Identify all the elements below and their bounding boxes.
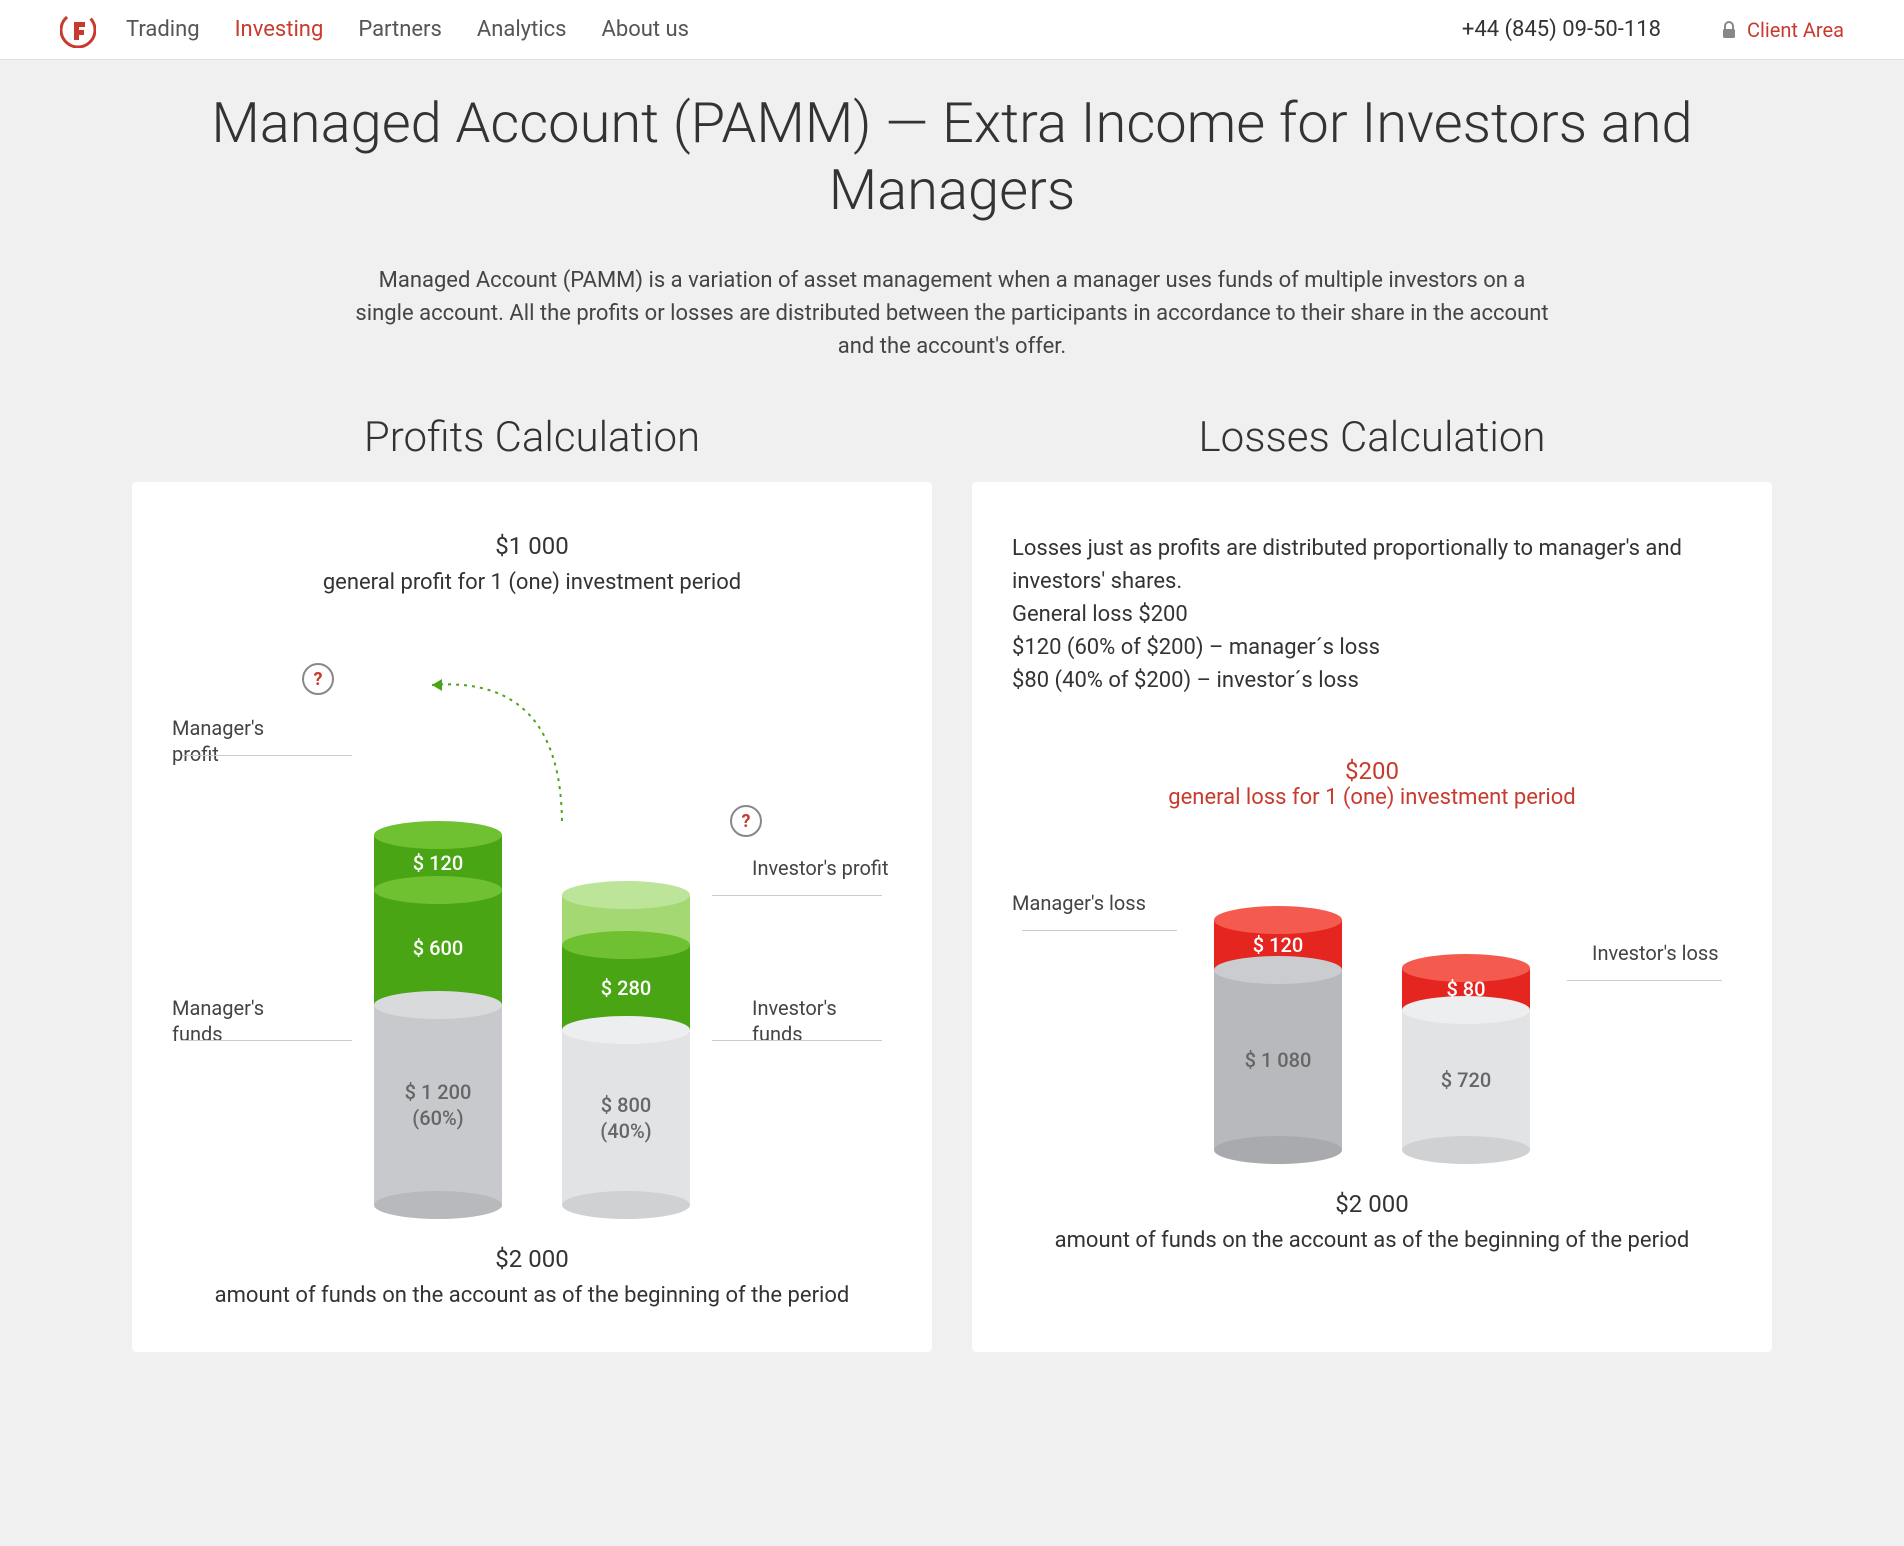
nav-about[interactable]: About us — [602, 17, 690, 42]
cylinder-segment-label: $ 120 — [413, 850, 463, 876]
main-nav: Trading Investing Partners Analytics Abo… — [126, 17, 1462, 42]
help-icon[interactable]: ? — [302, 663, 334, 695]
intro-text: Managed Account (PAMM) is a variation of… — [352, 264, 1552, 363]
manager-profit-label: Manager's profit — [172, 715, 312, 767]
losses-heading: Losses Calculation — [972, 413, 1772, 462]
cylinder-segment-label: $ 80 — [1446, 976, 1485, 1002]
investor-profit-label: Investor's profit — [752, 855, 892, 881]
losses-top-caption: general loss for 1 (one) investment peri… — [1012, 785, 1732, 810]
client-area-link[interactable]: Client Area — [1721, 18, 1844, 42]
profits-bottom-value: $2 000 — [172, 1245, 892, 1273]
profits-bottom-caption: amount of funds on the account as of the… — [212, 1281, 852, 1312]
profits-top-caption: general profit for 1 (one) investment pe… — [172, 570, 892, 595]
cylinder-segment-label: $ 280 — [601, 975, 651, 1001]
cylinder-segment-label: $ 800(40%) — [600, 1092, 651, 1144]
losses-bottom-caption: amount of funds on the account as of the… — [1052, 1226, 1692, 1257]
losses-top-value: $200 — [1012, 757, 1732, 785]
client-area-label: Client Area — [1747, 18, 1844, 42]
logo-icon — [60, 12, 96, 48]
content: Managed Account (PAMM) — Extra Income fo… — [72, 60, 1832, 1382]
cylinder-segment-label: $ 1 200(60%) — [405, 1079, 472, 1131]
nav-investing[interactable]: Investing — [235, 17, 324, 42]
losses-bottom-value: $2 000 — [1012, 1190, 1732, 1218]
help-icon[interactable]: ? — [730, 805, 762, 837]
lock-icon — [1721, 21, 1737, 39]
losses-investor-cylinder: $ 80 $ 720 — [1402, 968, 1530, 1150]
profits-card: $1 000 general profit for 1 (one) invest… — [132, 482, 932, 1352]
profits-top-value: $1 000 — [172, 532, 892, 560]
header: Trading Investing Partners Analytics Abo… — [0, 0, 1904, 60]
losses-manager-cylinder: $ 120 $ 1 080 — [1214, 920, 1342, 1150]
page-title: Managed Account (PAMM) — Extra Income fo… — [132, 90, 1772, 224]
cylinder-segment-label: $ 1 080 — [1245, 1047, 1312, 1073]
profits-diagram: ? ? Manager's profit Manager's funds Inv… — [172, 645, 892, 1205]
investor-loss-label: Investor's loss — [1592, 940, 1732, 966]
profits-investor-cylinder: $ 280 $ 800(40%) — [562, 895, 690, 1205]
cylinder-segment-label: $ 720 — [1441, 1067, 1491, 1093]
profits-manager-cylinder: $ 120 $ 600 $ 1 200(60%) — [374, 835, 502, 1205]
losses-card: Losses just as profits are distributed p… — [972, 482, 1772, 1352]
cylinder-segment-label: $ 120 — [1253, 932, 1303, 958]
losses-diagram: Manager's loss Investor's loss $ 120 $ 1 … — [1012, 870, 1732, 1150]
cylinder-segment-label: $ 600 — [413, 935, 463, 961]
profits-heading: Profits Calculation — [132, 413, 932, 462]
nav-partners[interactable]: Partners — [358, 17, 442, 42]
losses-description: Losses just as profits are distributed p… — [1012, 532, 1732, 697]
phone-number: +44 (845) 09-50-118 — [1462, 17, 1661, 42]
manager-loss-label: Manager's loss — [1012, 890, 1152, 916]
nav-trading[interactable]: Trading — [126, 17, 200, 42]
nav-analytics[interactable]: Analytics — [477, 17, 567, 42]
